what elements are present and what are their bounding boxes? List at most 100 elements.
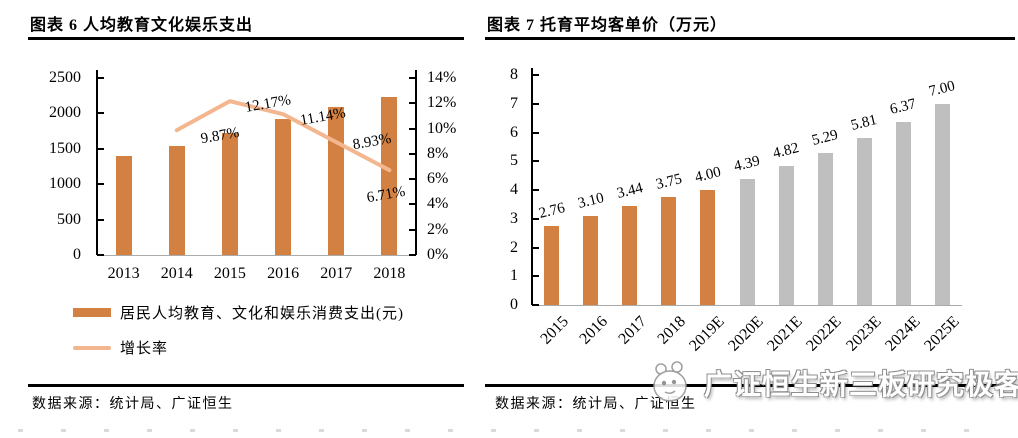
right-axis-tick (409, 178, 416, 181)
price-bar-actual (661, 197, 677, 305)
left-axis-tick-label: 2500 (49, 69, 81, 86)
right-axis-tick-label: 10% (427, 119, 457, 137)
y-axis-tick (532, 102, 539, 105)
y-axis-tick (532, 131, 539, 134)
year-label: 2020E (725, 313, 768, 355)
price-bar-forecast (817, 152, 833, 305)
x-axis-line (532, 305, 962, 306)
legend-item-expenditure: 居民人均教育、文化和娱乐消费支出(元) (73, 302, 404, 323)
chart7-source: 数据来源：统计局、广证恒生 (495, 397, 697, 412)
y-axis-tick (532, 304, 539, 306)
bar-value-label: 7.00 (927, 77, 958, 100)
price-bar-actual (700, 190, 716, 305)
right-axis-tick-label: 14% (427, 69, 457, 86)
right-axis-tick (409, 254, 416, 256)
right-axis-tick-label: 6% (427, 170, 449, 188)
year-label: 2023E (842, 313, 885, 355)
chart6-legend: 居民人均教育、文化和娱乐消费支出(元) 增长率 (73, 302, 404, 372)
chart6-source-rule (28, 384, 464, 387)
bar-series-swatch (73, 308, 111, 317)
right-axis-tick (409, 152, 416, 155)
year-label: 2022E (803, 313, 846, 355)
right-axis-tick (409, 77, 416, 79)
price-bar-forecast (856, 137, 872, 305)
legend-label-expenditure: 居民人均教育、文化和娱乐消费支出(元) (120, 306, 404, 322)
year-label: 2018 (654, 313, 689, 348)
expenditure-bar (221, 133, 238, 255)
chart7-title-rule (485, 37, 1015, 40)
y-axis-tick-label: 2 (510, 238, 518, 256)
chart7-panel: 图表 7 托育平均客单价（万元） 0 1 2 3 4 5 6 7 8 2.76 2015 3.10 20… (485, 8, 1015, 438)
right-percent-axis (415, 70, 417, 255)
y-axis-tick-label: 7 (510, 94, 518, 112)
expenditure-bar (381, 97, 398, 255)
year-label: 2021E (764, 313, 807, 355)
price-bar-actual (622, 206, 638, 305)
left-axis-tick-label: 500 (57, 210, 81, 228)
right-axis-tick (409, 203, 416, 206)
y-axis-tick (532, 246, 539, 249)
year-label: 2019E (686, 313, 728, 355)
expenditure-bar (115, 156, 132, 255)
chart7-source-rule (485, 384, 1015, 387)
chart6-plot: 0 500 1000 1500 2000 2500 0% 2% 4% 6% 8% 10% 12% 14% 2… (28, 60, 464, 312)
right-axis-tick (409, 127, 416, 130)
price-bar-forecast (739, 178, 755, 305)
year-label: 2015 (213, 265, 246, 282)
price-bar-forecast (895, 121, 911, 305)
y-axis-tick-label: 6 (510, 123, 518, 141)
y-axis-tick-label: 4 (510, 181, 518, 198)
line-series-swatch (73, 345, 111, 350)
left-axis-tick-label: 1000 (49, 175, 81, 193)
right-axis-tick (409, 102, 416, 105)
y-axis-tick (532, 189, 539, 191)
left-axis-tick (97, 218, 104, 221)
price-bar-forecast (778, 166, 794, 305)
y-axis-tick (532, 217, 539, 220)
price-bar-actual (544, 225, 560, 305)
year-label: 2017 (320, 265, 353, 282)
chart7-title: 图表 7 托育平均客单价（万元） (487, 17, 728, 34)
expenditure-bar (275, 119, 292, 255)
growth-rate-line (174, 99, 392, 173)
year-label: 2025E (920, 313, 963, 355)
y-axis-tick (532, 74, 539, 76)
left-axis-tick-label: 2000 (49, 104, 81, 122)
left-axis-tick-label: 1500 (49, 139, 81, 157)
year-label: 2015 (536, 313, 572, 348)
expenditure-bar (168, 146, 185, 255)
chart6-source: 数据来源：统计局、广证恒生 (32, 397, 234, 412)
year-label: 2013 (107, 265, 140, 282)
left-axis-tick (97, 77, 104, 79)
chart6-title-rule (28, 37, 464, 40)
left-axis-tick (97, 147, 104, 150)
right-axis-tick-label: 2% (427, 220, 449, 238)
y-axis-tick (532, 160, 539, 163)
price-bar-actual (583, 215, 599, 305)
growth-rate-polyline (174, 99, 392, 173)
year-label: 2024E (881, 313, 924, 355)
price-bar-forecast (934, 103, 950, 305)
left-axis-tick-label: 0 (73, 246, 81, 263)
year-label: 2017 (615, 313, 650, 348)
y-axis-tick-label: 1 (510, 267, 518, 285)
x-axis-line (97, 255, 416, 256)
chart6-panel: 图表 6 人均教育文化娱乐支出 0 500 1000 1500 2000 2500 0% 2%… (28, 8, 464, 438)
y-axis-tick (532, 275, 539, 278)
year-label: 2018 (373, 265, 406, 282)
right-axis-tick-label: 12% (427, 94, 457, 112)
y-axis-tick-label: 0 (510, 296, 518, 313)
right-axis-tick-label: 8% (427, 144, 449, 162)
left-axis-tick (97, 112, 104, 115)
left-axis-tick (97, 254, 104, 256)
chart7-plot: 0 1 2 3 4 5 6 7 8 2.76 2015 3.10 2016 3.44 2017 3.75 201… (485, 60, 1015, 355)
year-label: 2014 (160, 265, 193, 282)
y-axis-tick-label: 5 (510, 152, 518, 170)
right-axis-tick (409, 228, 416, 231)
right-axis-tick-label: 0% (427, 246, 449, 263)
left-value-axis (96, 70, 98, 255)
legend-item-growth-rate: 增长率 (73, 337, 404, 358)
cropped-text-remnant (18, 429, 1003, 432)
left-axis-tick (97, 183, 104, 186)
